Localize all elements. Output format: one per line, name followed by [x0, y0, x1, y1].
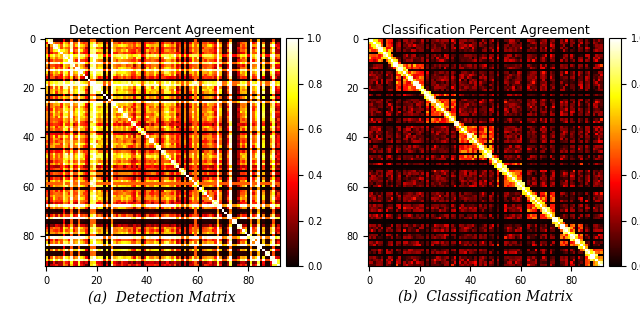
Text: (a)  Detection Matrix: (a) Detection Matrix: [88, 290, 236, 304]
Title: Classification Percent Agreement: Classification Percent Agreement: [381, 24, 589, 37]
Title: Detection Percent Agreement: Detection Percent Agreement: [70, 24, 255, 37]
Text: (b)  Classification Matrix: (b) Classification Matrix: [398, 290, 573, 304]
